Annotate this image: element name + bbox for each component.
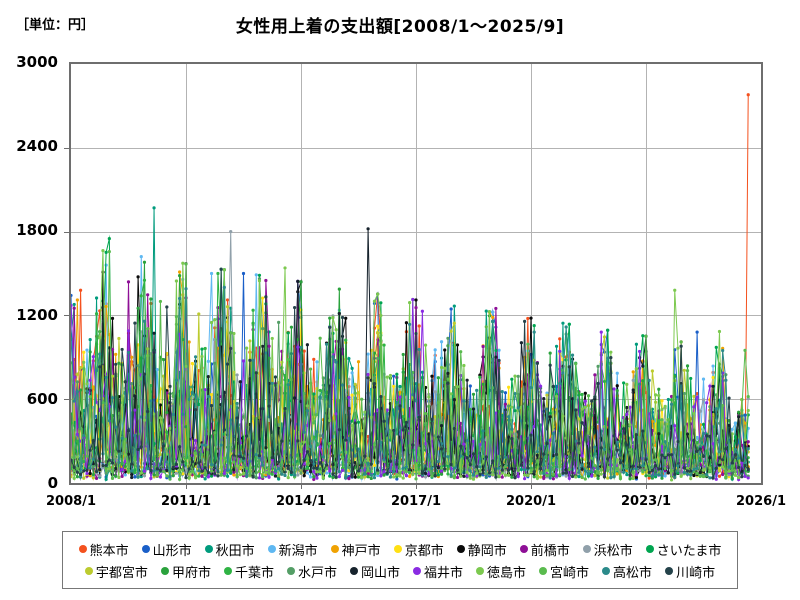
legend-swatch bbox=[330, 545, 339, 553]
legend-swatch bbox=[645, 545, 654, 553]
legend-item-岡山市: 岡山市 bbox=[349, 562, 400, 581]
legend-label: 水戸市 bbox=[297, 565, 337, 581]
legend-label: 徳島市 bbox=[487, 565, 527, 581]
y-label-1200: 1200 bbox=[16, 305, 58, 324]
legend-item-徳島市: 徳島市 bbox=[476, 562, 526, 581]
tick-y-1200 bbox=[64, 315, 69, 317]
legend-swatch bbox=[286, 567, 295, 575]
legend-item-静岡市: 静岡市 bbox=[456, 540, 507, 559]
legend-swatch bbox=[349, 567, 358, 575]
x-label-2008/1: 2008/1 bbox=[46, 494, 96, 509]
legend-item-浜松市: 浜松市 bbox=[582, 540, 633, 559]
legend-item-山形市: 山形市 bbox=[141, 540, 192, 559]
unit-label: ［単位：円］ bbox=[16, 18, 95, 33]
tick-x-2011/1 bbox=[186, 485, 187, 489]
legend-label: 千葉市 bbox=[234, 565, 274, 581]
chart-title: 女性用上着の支出額[2008/1～2025/9] bbox=[235, 17, 565, 37]
legend-item-高松市: 高松市 bbox=[602, 562, 652, 581]
legend-swatch bbox=[204, 545, 213, 553]
legend-label: 甲府市 bbox=[171, 565, 211, 581]
legend-item-水戸市: 水戸市 bbox=[286, 562, 337, 581]
legend-swatch bbox=[78, 545, 87, 553]
legend-swatch bbox=[393, 545, 402, 553]
legend-label: 神戸市 bbox=[341, 543, 381, 559]
legend-swatch bbox=[413, 567, 421, 575]
legend-swatch bbox=[582, 545, 591, 553]
legend-label: 山形市 bbox=[152, 543, 192, 559]
legend-label: 前橋市 bbox=[530, 543, 570, 559]
legend-label: 福井市 bbox=[424, 565, 464, 581]
legend-label: 岡山市 bbox=[360, 565, 400, 581]
legend-label: 新潟市 bbox=[278, 543, 318, 559]
chart-canvas bbox=[71, 64, 761, 483]
legend-label: 京都市 bbox=[404, 543, 444, 559]
legend-item-福井市: 福井市 bbox=[413, 562, 463, 581]
legend-label: 静岡市 bbox=[467, 543, 507, 559]
legend-swatch bbox=[456, 545, 465, 553]
x-label-2014/1: 2014/1 bbox=[276, 494, 326, 509]
legend-label: 宮崎市 bbox=[550, 565, 590, 581]
legend-item-宇都宮市: 宇都宮市 bbox=[84, 562, 148, 581]
legend-label: さいたま市 bbox=[656, 543, 722, 559]
legend-item-甲府市: 甲府市 bbox=[160, 562, 211, 581]
y-label-1800: 1800 bbox=[16, 221, 58, 240]
legend-label: 川崎市 bbox=[676, 565, 716, 581]
legend-swatch bbox=[267, 545, 276, 553]
legend-label: 宇都宮市 bbox=[95, 565, 148, 581]
x-label-2026/1: 2026/1 bbox=[736, 494, 786, 509]
legend-item-千葉市: 千葉市 bbox=[223, 562, 274, 581]
legend-item-川崎市: 川崎市 bbox=[665, 562, 715, 581]
legend-swatch bbox=[476, 567, 485, 575]
legend-item-さいたま市: さいたま市 bbox=[645, 540, 722, 559]
legend-swatch bbox=[539, 567, 548, 575]
tick-x-2017/1 bbox=[416, 485, 417, 489]
legend-swatch bbox=[84, 567, 93, 575]
tick-y-1800 bbox=[64, 231, 69, 233]
legend-label: 浜松市 bbox=[593, 543, 633, 559]
tick-x-2023/1 bbox=[646, 485, 647, 489]
y-label-600: 600 bbox=[26, 389, 58, 408]
y-label-0: 0 bbox=[47, 474, 58, 492]
legend-label: 高松市 bbox=[613, 565, 653, 581]
x-label-2017/1: 2017/1 bbox=[391, 494, 441, 509]
y-label-3000: 3000 bbox=[16, 53, 58, 71]
legend-swatch bbox=[160, 567, 169, 575]
legend-row-2: 宇都宮市 甲府市 千葉市 水戸市 岡山市 福井市 徳島市 宮崎市 高松市 川崎市 bbox=[63, 562, 737, 581]
legend-item-秋田市: 秋田市 bbox=[204, 540, 255, 559]
legend-row-1: 熊本市 山形市 秋田市 新潟市 神戸市 京都市 静岡市 前橋市 浜松市 さいたま市 bbox=[63, 540, 737, 559]
x-label-2023/1: 2023/1 bbox=[621, 494, 671, 509]
x-label-2011/1: 2011/1 bbox=[161, 494, 211, 509]
legend-item-熊本市: 熊本市 bbox=[78, 540, 129, 559]
legend-swatch bbox=[665, 567, 674, 575]
legend-swatch bbox=[141, 545, 150, 553]
legend-swatch bbox=[223, 567, 232, 575]
legend-item-新潟市: 新潟市 bbox=[267, 540, 318, 559]
legend: 熊本市 山形市 秋田市 新潟市 神戸市 京都市 静岡市 前橋市 浜松市 さいたま市 宇都宮市 甲府市… bbox=[62, 531, 738, 589]
legend-item-宮崎市: 宮崎市 bbox=[539, 562, 589, 581]
legend-item-前橋市: 前橋市 bbox=[519, 540, 570, 559]
tick-y-600 bbox=[64, 399, 69, 401]
legend-swatch bbox=[602, 567, 611, 575]
legend-item-京都市: 京都市 bbox=[393, 540, 444, 559]
tick-x-2014/1 bbox=[301, 485, 302, 489]
legend-label: 熊本市 bbox=[89, 543, 129, 559]
plot-area bbox=[64, 62, 763, 489]
legend-item-神戸市: 神戸市 bbox=[330, 540, 381, 559]
tick-x-2020/1 bbox=[531, 485, 532, 489]
x-label-2020/1: 2020/1 bbox=[506, 494, 556, 509]
tick-y-2400 bbox=[64, 147, 69, 149]
legend-swatch bbox=[519, 545, 528, 553]
legend-label: 秋田市 bbox=[215, 543, 255, 559]
y-label-2400: 2400 bbox=[16, 137, 58, 156]
